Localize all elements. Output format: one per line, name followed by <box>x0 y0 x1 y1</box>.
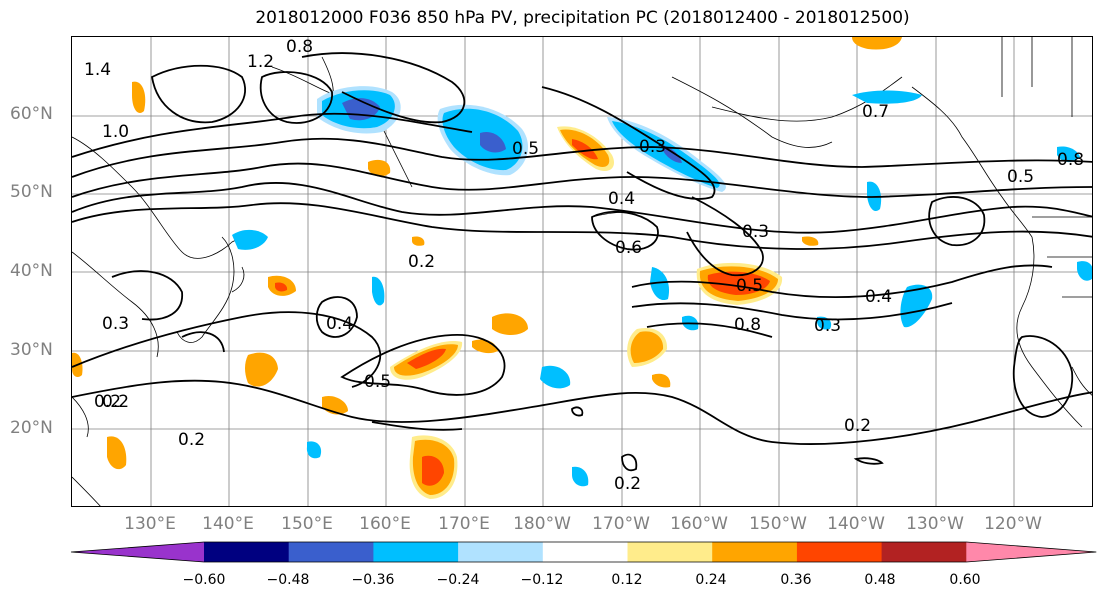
latitude-label: 20°N <box>10 418 53 438</box>
colorbar-tick-label: 0.60 <box>949 572 981 588</box>
shade-region <box>572 466 589 487</box>
shade-region <box>1077 261 1092 281</box>
longitude-label: 170°W <box>592 514 650 534</box>
shade-region <box>412 236 425 246</box>
contour-label: 0.5 <box>1007 167 1034 187</box>
contour-label: 0.5 <box>512 139 539 159</box>
longitude-label: 120°W <box>984 514 1042 534</box>
longitude-label: 160°W <box>670 514 728 534</box>
shade-region <box>422 455 444 486</box>
contour-label: 0.3 <box>742 222 769 242</box>
shade-region <box>245 352 278 387</box>
contour-label: 0.8 <box>1057 150 1084 170</box>
shade-region <box>132 81 146 114</box>
shade-region <box>407 348 446 369</box>
longitude-label: 140°E <box>202 514 254 534</box>
contour-labels: 0.8 1.2 1.4 1.0 0.5 0.3 0.4 0.6 0.7 0.2 … <box>84 37 1084 494</box>
contour-label: 0.4 <box>326 314 353 334</box>
colorbar-tick-label: −0.48 <box>266 572 310 588</box>
longitude-label: 130°W <box>906 514 964 534</box>
map-plot-area: 0.8 1.2 1.4 1.0 0.5 0.3 0.4 0.6 0.7 0.2 … <box>72 37 1092 506</box>
shade-region <box>232 229 268 250</box>
colorbar-segment <box>712 542 798 562</box>
shade-region <box>107 436 127 470</box>
contour-label: 1.2 <box>247 52 274 72</box>
shade-region <box>540 365 571 389</box>
colorbar-segment <box>71 542 204 562</box>
colorbar-segment <box>542 542 628 562</box>
shade-region <box>1057 146 1080 163</box>
shade-region <box>652 373 671 388</box>
colorbar-tick-label: −0.36 <box>351 572 395 588</box>
colorbar-segment <box>966 542 1097 562</box>
shade-region <box>480 131 506 153</box>
colorbar-segment <box>373 542 459 562</box>
colorbar-tick-label: 0.24 <box>695 572 727 588</box>
contour-label: 0.2 <box>408 252 435 272</box>
contour-label: 0.8 <box>734 315 761 335</box>
shade-region <box>275 282 288 292</box>
coastlines <box>72 37 1092 506</box>
contour-label: 0.2 <box>94 392 121 412</box>
contour-label: 0.2 <box>102 392 129 412</box>
colorbar-tick-label: −0.24 <box>436 572 480 588</box>
contour-label: 1.4 <box>84 60 111 80</box>
contour-label: 0.8 <box>286 37 313 57</box>
shade-region <box>852 37 902 50</box>
longitude-label: 140°W <box>827 514 885 534</box>
shade-region <box>372 276 385 306</box>
graticule <box>72 37 1092 506</box>
colorbar-tick-label: 0.48 <box>864 572 896 588</box>
shade-region <box>630 331 664 363</box>
contour-label: 0.6 <box>615 238 642 258</box>
longitude-label: 150°W <box>749 514 807 534</box>
colorbar-segment <box>204 542 290 562</box>
colorbar-outline <box>70 541 1097 563</box>
contour-label: 0.5 <box>364 372 391 392</box>
shade-region <box>650 267 670 301</box>
contour-label: 0.2 <box>614 474 641 494</box>
contour-label: 0.7 <box>862 102 889 122</box>
shade-region <box>802 236 819 246</box>
contour-label: 0.5 <box>736 276 763 296</box>
latitude-label: 40°N <box>10 261 53 281</box>
pv-contours <box>72 52 1092 472</box>
latitude-label: 60°N <box>10 104 53 124</box>
colorbar-tick-label: 0.12 <box>611 572 643 588</box>
contour-label: 0.4 <box>865 287 892 307</box>
precipitation-shading <box>72 37 1092 499</box>
colorbar <box>70 541 1097 563</box>
latitude-label: 30°N <box>10 340 53 360</box>
colorbar-segment <box>796 542 883 562</box>
shade-region <box>306 441 322 459</box>
contour-label: 0.3 <box>102 314 129 334</box>
contour-label: 0.3 <box>814 316 841 336</box>
colorbar-segment <box>627 542 713 562</box>
colorbar-segment <box>458 542 544 562</box>
contour-label: 1.0 <box>102 122 129 142</box>
colorbar-tick-label: −0.60 <box>182 572 226 588</box>
contour-label: 0.4 <box>608 189 635 209</box>
longitude-label: 170°E <box>438 514 490 534</box>
map-frame: 0.8 1.2 1.4 1.0 0.5 0.3 0.4 0.6 0.7 0.2 … <box>71 36 1093 507</box>
latitude-label: 50°N <box>10 182 53 202</box>
shade-region <box>572 139 598 160</box>
longitude-label: 160°E <box>359 514 411 534</box>
shade-region <box>492 313 528 335</box>
shade-region <box>852 90 922 104</box>
longitude-label: 180°W <box>513 514 571 534</box>
contour-label: 0.3 <box>639 137 666 157</box>
colorbar-tick-label: −0.12 <box>520 572 564 588</box>
colorbar-segment <box>288 542 374 562</box>
longitude-label: 150°E <box>281 514 333 534</box>
longitude-label: 130°E <box>124 514 176 534</box>
shade-region <box>900 284 933 328</box>
shade-region <box>368 159 391 177</box>
contour-label: 0.2 <box>178 430 205 450</box>
colorbar-tick-label: 0.36 <box>780 572 812 588</box>
colorbar-segment <box>881 542 967 562</box>
map-title: 2018012000 F036 850 hPa PV, precipitatio… <box>255 8 910 28</box>
contour-label: 0.2 <box>844 416 871 436</box>
